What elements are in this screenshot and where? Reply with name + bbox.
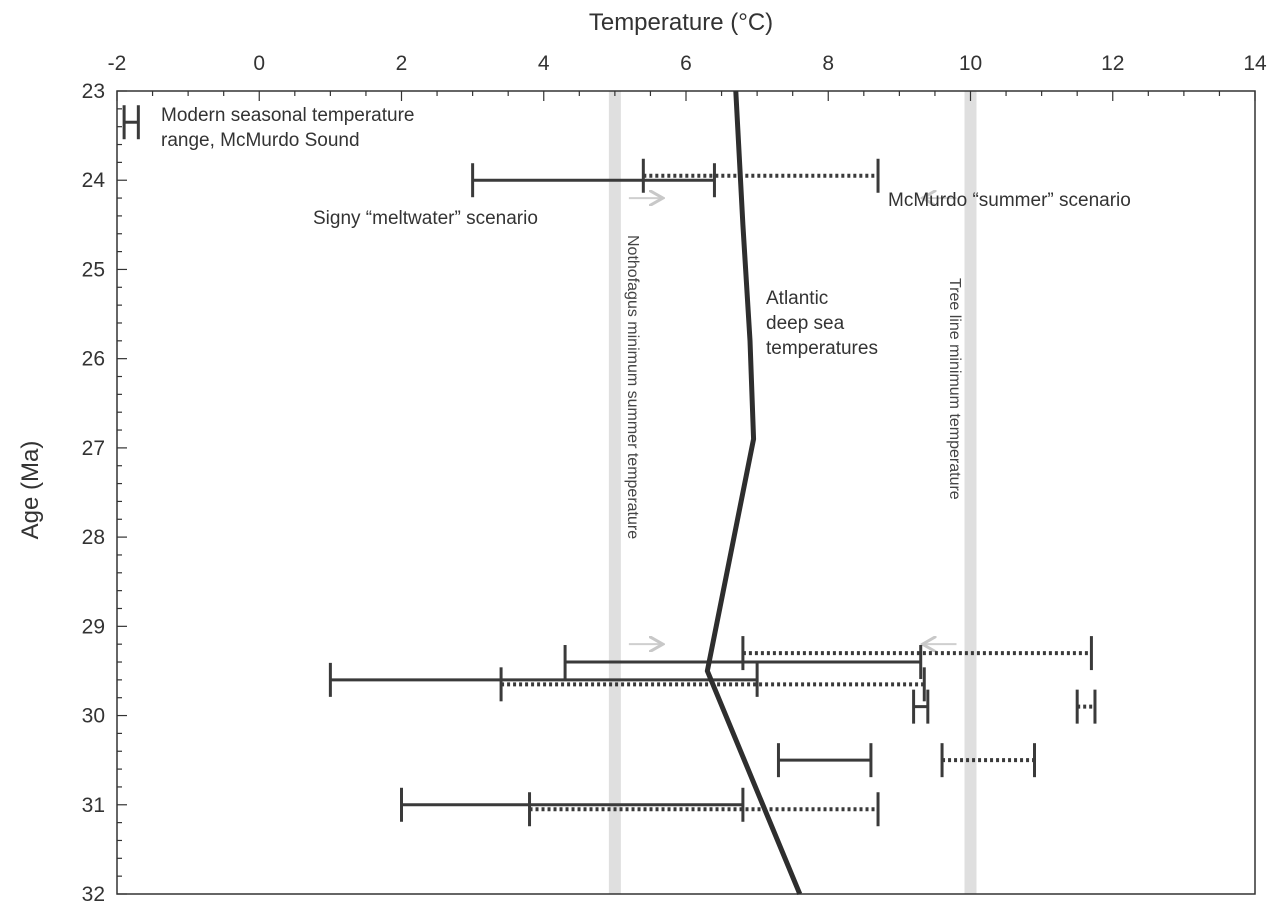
y-tick-label: 29 (82, 615, 105, 638)
y-tick-label: 27 (82, 437, 105, 460)
y-axis-title: Age (Ma) (17, 441, 44, 540)
legend-text-line1: Modern seasonal temperature (161, 105, 414, 126)
reference-arrows (628, 198, 957, 644)
atlantic-deep-sea-line (704, 90, 803, 895)
x-tick-label: 14 (1243, 52, 1267, 75)
mcmurdo-scenario-label: McMurdo “summer” scenario (888, 190, 1131, 211)
mcmurdo-summer-series (499, 158, 1097, 827)
mcmurdo-range-bar-4 (940, 743, 1037, 778)
signy-range-bar-0 (471, 163, 716, 198)
signy-range-bar-3 (912, 689, 930, 724)
mcmurdo-range-bar-0 (641, 158, 880, 193)
treeline-label: Tree line minimum temperature (946, 278, 963, 500)
x-axis-ticks: -2 0 2 4 6 8 10 12 14 (108, 52, 1267, 101)
y-tick-label: 23 (82, 80, 105, 103)
atlantic-deep-sea-series (704, 90, 803, 895)
y-tick-label: 30 (82, 705, 105, 728)
x-tick-label: 10 (959, 52, 982, 75)
x-tick-label: 6 (680, 52, 692, 75)
signy-range-bar-4 (776, 743, 873, 778)
legend-range-bar (122, 105, 140, 140)
x-axis-title: Temperature (°C) (589, 9, 773, 36)
y-tick-label: 26 (82, 348, 105, 371)
atlantic-label-line3: temperatures (766, 338, 878, 359)
y-tick-label: 24 (82, 169, 106, 192)
x-tick-label: 8 (822, 52, 834, 75)
nothofagus-label: Nothofagus minimum summer temperature (624, 235, 641, 539)
x-tick-label: -2 (108, 52, 127, 75)
mcmurdo-range-bar-5 (528, 792, 880, 827)
y-tick-label: 28 (82, 526, 105, 549)
signy-range-bar-2 (328, 662, 759, 697)
x-tick-label: 0 (253, 52, 265, 75)
y-tick-label: 25 (82, 258, 105, 281)
reference-band-1 (964, 91, 977, 894)
y-tick-label: 32 (82, 883, 105, 906)
atlantic-label-line2: deep sea (766, 313, 845, 334)
y-axis-ticks: 23 24 25 26 27 28 29 30 31 32 (82, 80, 127, 906)
x-tick-label: 12 (1101, 52, 1124, 75)
signy-range-bar-5 (400, 787, 745, 822)
legend-text-line2: range, McMurdo Sound (161, 130, 360, 151)
reference-labels: Nothofagus minimum summer temperature Tr… (624, 235, 963, 539)
x-tick-label: 4 (538, 52, 550, 75)
x-tick-label: 2 (396, 52, 408, 75)
reference-bands (608, 91, 977, 894)
mcmurdo-range-bar-3 (1075, 689, 1097, 724)
signy-scenario-label: Signy “meltwater” scenario (313, 208, 538, 229)
y-tick-label: 31 (82, 794, 105, 817)
plot-frame (116, 90, 1256, 895)
legend-modern-range-bar (122, 105, 140, 140)
reference-band-0 (608, 91, 621, 894)
atlantic-label-line1: Atlantic (766, 288, 828, 309)
mcmurdo-range-bar-1 (741, 636, 1093, 671)
